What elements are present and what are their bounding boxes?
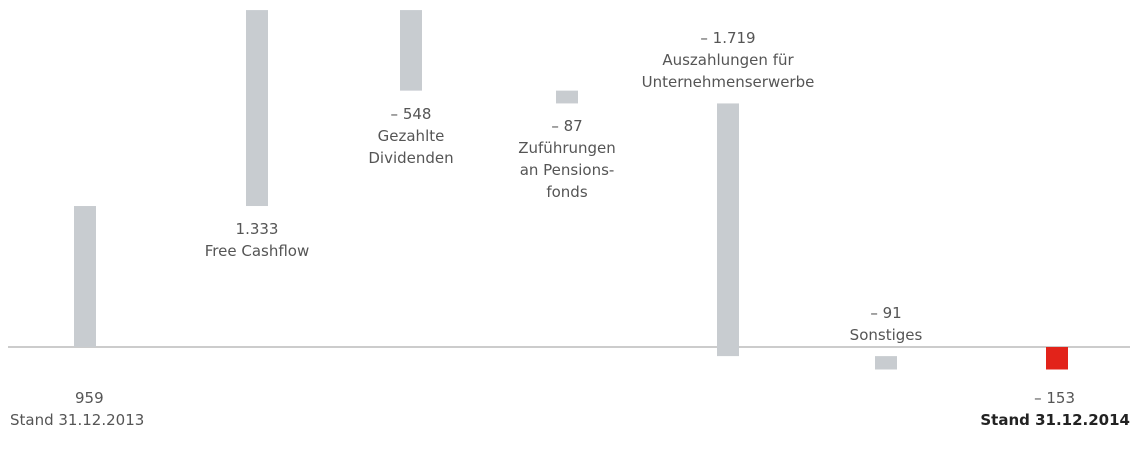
- category-label: Free Cashflow: [204, 242, 310, 261]
- bar: [717, 103, 739, 357]
- value-label: – 1.719: [700, 29, 756, 48]
- value-label: – 87: [551, 117, 583, 136]
- bar: [875, 356, 897, 370]
- bar-label: – 153 Stand 31.12.2014: [980, 387, 1130, 431]
- bar-label: 959 Stand 31.12.2013: [10, 387, 144, 431]
- category-label: Auszahlungen für Unternehmenserwerbe: [641, 51, 815, 92]
- category-label: Stand 31.12.2014: [980, 411, 1130, 429]
- value-label: – 548: [390, 104, 432, 123]
- bar-label: – 548 Gezahlte Dividenden: [368, 103, 453, 169]
- bar: [74, 206, 96, 347]
- category-label: Stand 31.12.2013: [10, 411, 145, 429]
- bar: [556, 90, 578, 104]
- category-label: Gezahlte Dividenden: [368, 126, 454, 167]
- bar: [1046, 347, 1068, 370]
- value-label: – 153: [1034, 389, 1075, 407]
- bar-label: – 1.719 Auszahlungen für Unternehmenserwe…: [642, 27, 815, 93]
- bar-label: – 91 Sonstiges: [850, 302, 923, 346]
- bar-label: – 87 Zuführungen an Pensions- fonds: [518, 115, 616, 203]
- bar: [400, 10, 422, 91]
- value-label: 959: [75, 389, 104, 407]
- category-label: Sonstiges: [849, 326, 923, 345]
- value-label: 1.333: [235, 220, 279, 239]
- bar: [246, 10, 268, 207]
- bar-label: 1.333 Free Cashflow: [205, 218, 309, 262]
- value-label: – 91: [870, 304, 902, 323]
- category-label: Zuführungen an Pensions- fonds: [518, 139, 616, 202]
